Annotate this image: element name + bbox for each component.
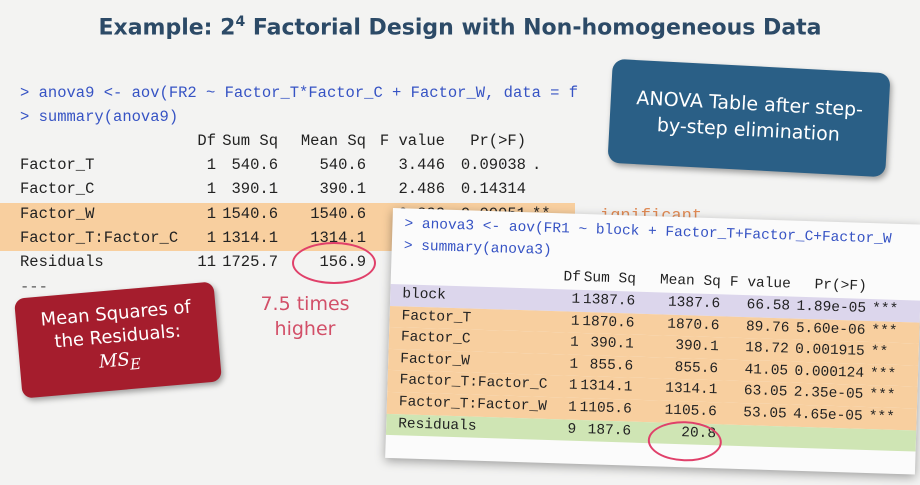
table-cell: 5.60e-06 bbox=[795, 320, 866, 339]
callout-symbol: MS bbox=[98, 348, 131, 373]
significance: *** bbox=[868, 409, 896, 426]
table-cell: 540.6 bbox=[319, 156, 366, 174]
title-superscript: 4 bbox=[235, 14, 246, 30]
table-cell: 390.1 bbox=[319, 180, 366, 199]
row-name: Factor_W bbox=[20, 204, 95, 223]
significance: *** bbox=[869, 387, 896, 405]
table-cell: 1540.6 bbox=[310, 204, 366, 223]
table-cell: 1.89e-05 bbox=[796, 298, 867, 317]
title-text: Factorial Design with Non-homogeneous Da… bbox=[252, 15, 822, 41]
command-line: > anova9 <- aov(FR2 ~ Factor_T*Factor_C … bbox=[20, 84, 579, 102]
row-name: Factor_T bbox=[20, 156, 95, 174]
table-cell: 4.65e-05 bbox=[792, 406, 863, 425]
table-cell: 1314.1 bbox=[222, 228, 278, 247]
table-cell: 540.6 bbox=[231, 156, 278, 174]
annotation: 7.5 times higher bbox=[260, 293, 350, 340]
significance: *** bbox=[871, 301, 899, 318]
table-cell: 11 bbox=[197, 253, 216, 272]
separator: --- bbox=[20, 277, 48, 296]
column-header: F value bbox=[379, 132, 445, 150]
row-name: Factor_C bbox=[400, 329, 471, 348]
table-cell: 3.446 bbox=[398, 156, 445, 174]
column-header: Df bbox=[197, 132, 216, 150]
row-name: block bbox=[402, 286, 447, 304]
row-name: Residuals bbox=[20, 253, 104, 272]
slide-title: Example: 24 Factorial Design with Non-ho… bbox=[0, 14, 920, 40]
table-cell: 390.1 bbox=[231, 180, 278, 199]
row-name: Residuals bbox=[397, 415, 477, 435]
row-name: Factor_T bbox=[401, 307, 472, 327]
command-line: > summary(anova3) bbox=[403, 238, 552, 260]
callout: Mean Squares of the Residuals: MSE bbox=[14, 281, 222, 399]
callout: ANOVA Table after step-by-step eliminati… bbox=[607, 58, 891, 178]
table-cell: 2.486 bbox=[398, 180, 445, 199]
table-cell: 1 bbox=[206, 204, 216, 223]
highlight-circle bbox=[292, 242, 376, 284]
table-cell: 0.09038 bbox=[460, 156, 526, 174]
significance: *** bbox=[869, 365, 897, 383]
table-cell: 1 bbox=[206, 156, 216, 174]
column-header: Pr(>F) bbox=[470, 132, 526, 150]
table-cell: 1540.6 bbox=[222, 204, 278, 223]
row-name: Factor_T:Factor_C bbox=[20, 228, 179, 247]
table-cell: 0.001915 bbox=[794, 341, 865, 361]
callout-text: Mean Squares of the Residuals: bbox=[39, 296, 192, 353]
table-cell: 1 bbox=[206, 180, 216, 199]
table-cell: 2.35e-05 bbox=[793, 385, 864, 404]
table-cell: 0.000124 bbox=[794, 363, 865, 382]
table-cell: 0.14314 bbox=[460, 180, 526, 199]
table-cell: 1 bbox=[206, 228, 216, 247]
callout-subscript: E bbox=[129, 354, 142, 374]
significance: *** bbox=[871, 322, 898, 340]
row-name: Factor_C bbox=[20, 180, 95, 199]
command-line: > summary(anova9) bbox=[20, 108, 179, 126]
column-header: Pr(>F) bbox=[814, 277, 868, 295]
column-header: Sum Sq bbox=[222, 132, 278, 150]
column-header: Mean Sq bbox=[300, 132, 366, 150]
significance: ** bbox=[870, 344, 889, 361]
console-output: > anova3 <- aov(FR1 ~ block + Factor_T+F… bbox=[385, 208, 920, 475]
table-cell: 1725.7 bbox=[222, 253, 278, 272]
row-name: Factor_W bbox=[400, 351, 471, 370]
title-text: Example: 2 bbox=[98, 15, 236, 41]
significance: . bbox=[532, 156, 542, 174]
